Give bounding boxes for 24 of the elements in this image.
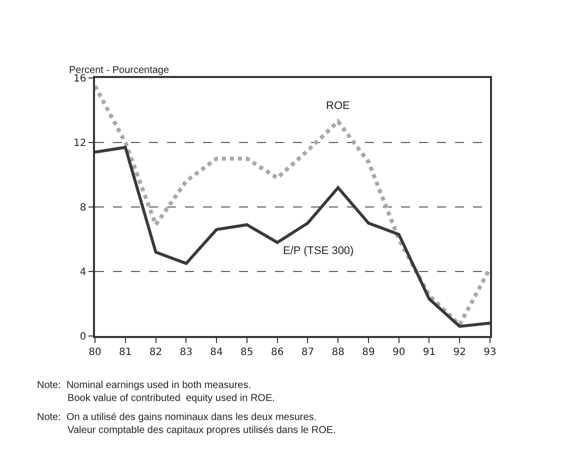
- x-tick-label: 81: [119, 346, 132, 358]
- x-tick-label: 86: [270, 346, 284, 358]
- x-tick-label: 90: [392, 346, 406, 358]
- line-series: [95, 84, 490, 327]
- y-tick-label: 12: [74, 138, 86, 149]
- x-tick-label: 85: [240, 346, 254, 358]
- x-tick-label: 84: [210, 346, 223, 358]
- x-tick-label: 80: [88, 346, 102, 358]
- y-tick-label: 4: [80, 267, 86, 278]
- x-tick-label: 83: [180, 346, 193, 358]
- series-label: E/P (TSE 300): [283, 245, 354, 257]
- text: Note: On a utilisé des gains nominaux dans les deux mesures. Valeur comptable des capitaux propres utilisés dans le ROE.: [37, 412, 336, 436]
- y-tick-label: 16: [74, 74, 86, 84]
- x-tick-label: 93: [484, 346, 496, 358]
- x-tick-label: 91: [422, 346, 436, 358]
- y-tick-label: 8: [80, 202, 86, 214]
- x-tick-label: 92: [453, 346, 466, 358]
- text: Note: Nominal earnings used in both measures. Book value of contributed equity used in ROE.: [37, 380, 275, 404]
- x-tick-label: 88: [332, 346, 344, 358]
- x-tick-label: 89: [362, 346, 375, 358]
- x-tick-label: 82: [149, 346, 162, 358]
- series-label: ROE: [326, 100, 350, 112]
- x-tick-label: 87: [301, 346, 314, 358]
- y-tick-label: 0: [80, 332, 86, 342]
